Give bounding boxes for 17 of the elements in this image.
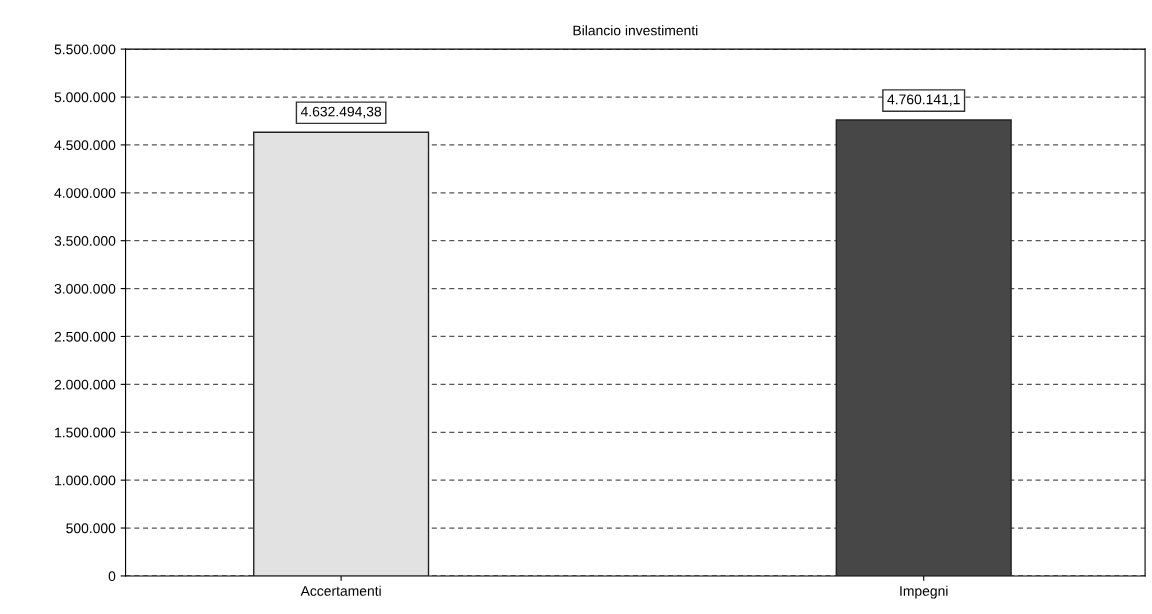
y-tick-label: 4.500.000 bbox=[54, 140, 116, 151]
data-label: 4.760.141,1 bbox=[887, 94, 960, 106]
y-tick-label: 3.500.000 bbox=[54, 236, 116, 246]
y-tick-label: 4.000.000 bbox=[54, 188, 116, 198]
y-tick-label: 1.000.000 bbox=[55, 475, 116, 486]
y-tick-label: 3.000.000 bbox=[54, 283, 116, 294]
y-tick-label: 500.000 bbox=[66, 523, 116, 534]
x-tick-label: Impegni bbox=[900, 585, 948, 599]
x-tick-label: Accertamenti bbox=[300, 585, 381, 596]
y-tick-label: 0 bbox=[108, 571, 116, 582]
y-tick-label: 5.000.000 bbox=[54, 92, 116, 103]
y-tick-label: 5.500.000 bbox=[54, 44, 116, 55]
data-label: 4.632.494,38 bbox=[300, 106, 382, 119]
y-tick-label: 1.500.000 bbox=[55, 427, 116, 438]
y-tick-label: 2.000.000 bbox=[54, 379, 116, 390]
y-tick-label: 2.500.000 bbox=[54, 331, 116, 342]
chart-title: Bilancio investimenti bbox=[573, 25, 698, 36]
